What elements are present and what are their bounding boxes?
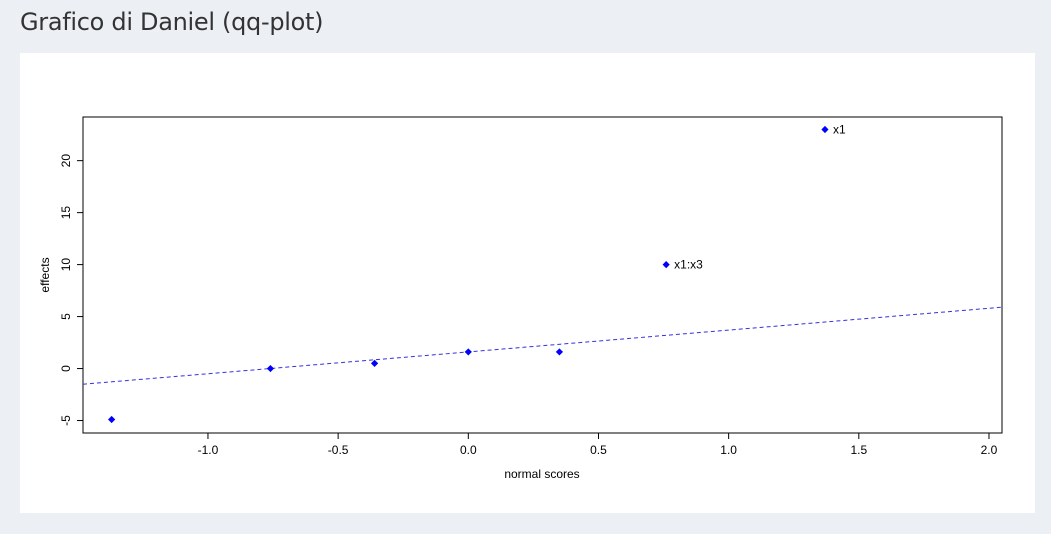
x-tick-label: 0.0 <box>460 443 477 457</box>
qq-plot-chart: -1.0 -0.5 0.0 0.5 1.0 1.5 2.0 -5 0 5 10 15 20 x1:x3… <box>38 116 1003 481</box>
data-point <box>464 348 472 356</box>
page-title: Grafico di Daniel (qq-plot) <box>20 8 324 36</box>
plot-panel: -1.0 -0.5 0.0 0.5 1.0 1.5 2.0 -5 0 5 10 15 20 x1:x3… <box>20 53 1035 513</box>
data-point <box>555 348 564 356</box>
data-point <box>370 359 379 367</box>
point-label: x1:x3 <box>674 258 703 272</box>
x-tick-label: 0.5 <box>590 443 607 457</box>
y-tick-label: -5 <box>59 415 73 426</box>
x-axis-label: normal scores <box>504 467 579 481</box>
x-tick-label: 1.5 <box>850 443 867 457</box>
y-tick-label: 20 <box>59 154 73 168</box>
y-axis-label: effects <box>38 257 52 292</box>
y-tick-label: 10 <box>59 258 73 272</box>
data-point <box>662 261 670 269</box>
data-point <box>108 415 116 424</box>
y-tick-label: 5 <box>59 313 73 320</box>
x-tick-label: 1.0 <box>720 443 737 457</box>
plot-frame <box>82 116 1003 434</box>
point-label: x1 <box>833 122 846 136</box>
x-tick-label: 2.0 <box>981 443 998 457</box>
y-tick-label: 0 <box>59 365 73 372</box>
data-point <box>821 125 829 134</box>
reference-line <box>82 306 1003 385</box>
x-tick-label: -1.0 <box>198 443 219 457</box>
x-tick-label: -0.5 <box>328 443 349 457</box>
data-point <box>266 364 275 373</box>
y-tick-label: 15 <box>59 206 73 220</box>
